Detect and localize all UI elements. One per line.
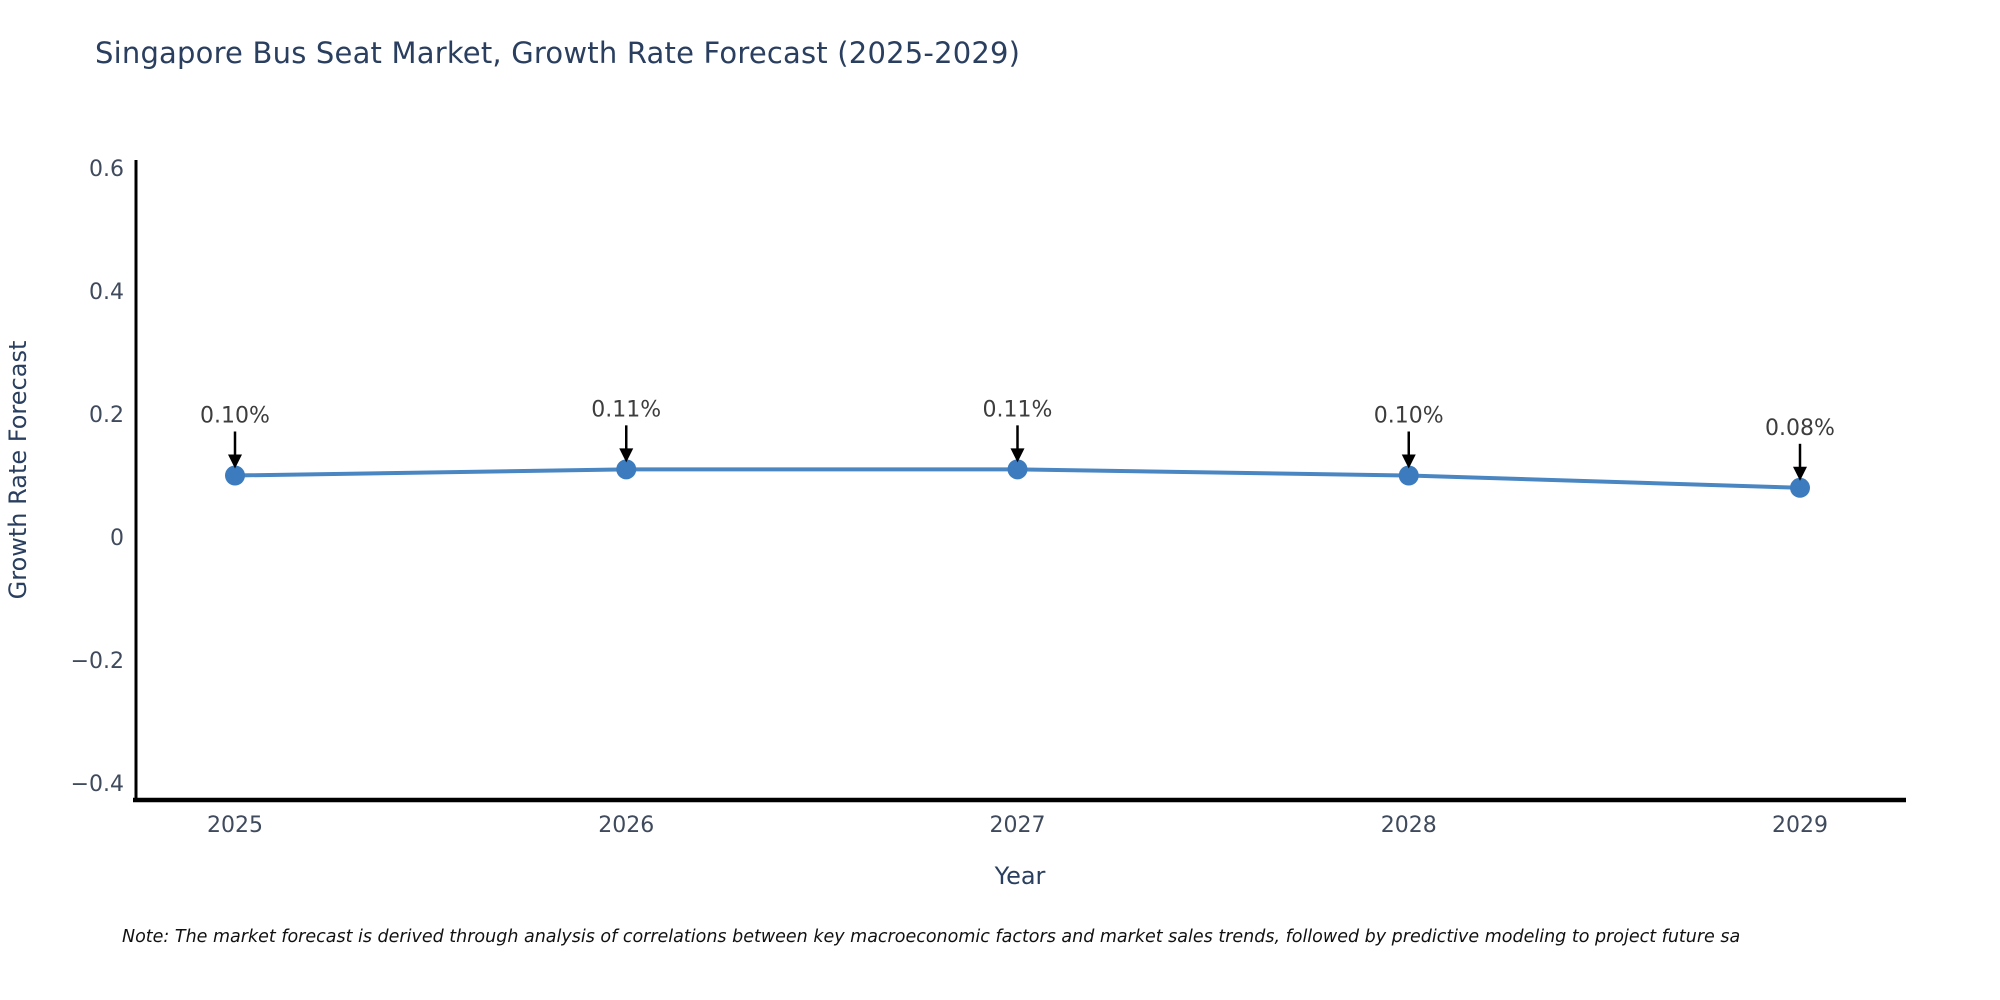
y-tick-label: 0.2 <box>89 403 124 428</box>
y-tick-label: −0.2 <box>71 649 124 674</box>
note-text: Note: The market forecast is derived thr… <box>122 927 1741 947</box>
chart-title: Singapore Bus Seat Market, Growth Rate F… <box>95 36 1021 70</box>
x-axis-title: Year <box>994 862 1046 890</box>
annotation-arrowhead <box>619 448 634 463</box>
y-tick-label: 0.6 <box>89 157 124 182</box>
annotation-arrowhead <box>1401 454 1416 469</box>
x-tick-label: 2029 <box>1772 813 1828 838</box>
data-point-marker <box>1398 465 1419 486</box>
y-tick-label: −0.4 <box>71 772 124 797</box>
y-tick-label: 0 <box>110 526 124 551</box>
y-axis-title: Growth Rate Forecast <box>4 341 32 600</box>
data-point-marker <box>225 465 245 486</box>
annotation-arrowhead <box>1010 448 1025 463</box>
annotation-label: 0.11% <box>591 397 661 422</box>
x-tick-label: 2025 <box>207 813 263 838</box>
annotation-label: 0.08% <box>1765 416 1835 441</box>
annotation-arrowhead <box>1793 466 1807 481</box>
x-tick-label: 2026 <box>598 813 654 838</box>
x-tick-label: 2028 <box>1381 813 1437 838</box>
annotation-arrowhead <box>228 454 242 469</box>
y-tick-label: 0.4 <box>89 280 124 305</box>
data-point-marker <box>1790 477 1810 498</box>
annotation-label: 0.10% <box>200 404 270 429</box>
annotation-label: 0.11% <box>983 397 1053 422</box>
data-point-marker <box>616 459 637 480</box>
data-point-marker <box>1007 459 1028 480</box>
annotation-label: 0.10% <box>1374 404 1444 429</box>
x-tick-label: 2027 <box>990 813 1046 838</box>
